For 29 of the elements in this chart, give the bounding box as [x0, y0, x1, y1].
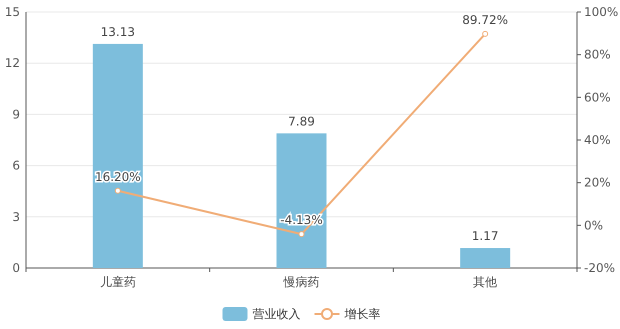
bar — [460, 248, 510, 268]
y2-tick-label: -20% — [584, 261, 616, 275]
y2-tick-label: 60% — [584, 90, 611, 104]
x-tick-label: 其他 — [473, 275, 498, 289]
data-label: 13.13 — [100, 24, 136, 39]
y-tick-label: 9 — [12, 107, 20, 122]
y2-tick-label: 0% — [584, 218, 604, 232]
point — [482, 30, 488, 37]
y2-tick-label: 40% — [584, 133, 611, 147]
legend-label: 营业收入 — [252, 307, 300, 321]
x-tick-label: 慢病药 — [282, 275, 320, 289]
y-tick-label: 3 — [12, 210, 20, 224]
bar — [92, 44, 143, 268]
data-label: 89.72% — [462, 12, 508, 27]
y-tick-label: 6 — [12, 158, 20, 173]
data-label: 16.20% — [94, 170, 141, 184]
bar — [276, 133, 326, 268]
x-tick-label: 儿童药 — [100, 275, 136, 289]
point — [114, 188, 121, 194]
y2-tick-label: 20% — [584, 176, 611, 190]
legend-label: 增长率 — [344, 307, 380, 321]
y-tick-label: 0 — [12, 261, 20, 275]
point — [298, 231, 304, 238]
y-tick-label: 15 — [4, 5, 20, 19]
data-label: 7.89 — [288, 114, 315, 128]
y-tick-label: 12 — [4, 56, 20, 70]
y2-tick-label: 100% — [584, 5, 618, 19]
y2-tick-label: 80% — [584, 48, 611, 62]
data-label: 1.17 — [472, 229, 499, 244]
